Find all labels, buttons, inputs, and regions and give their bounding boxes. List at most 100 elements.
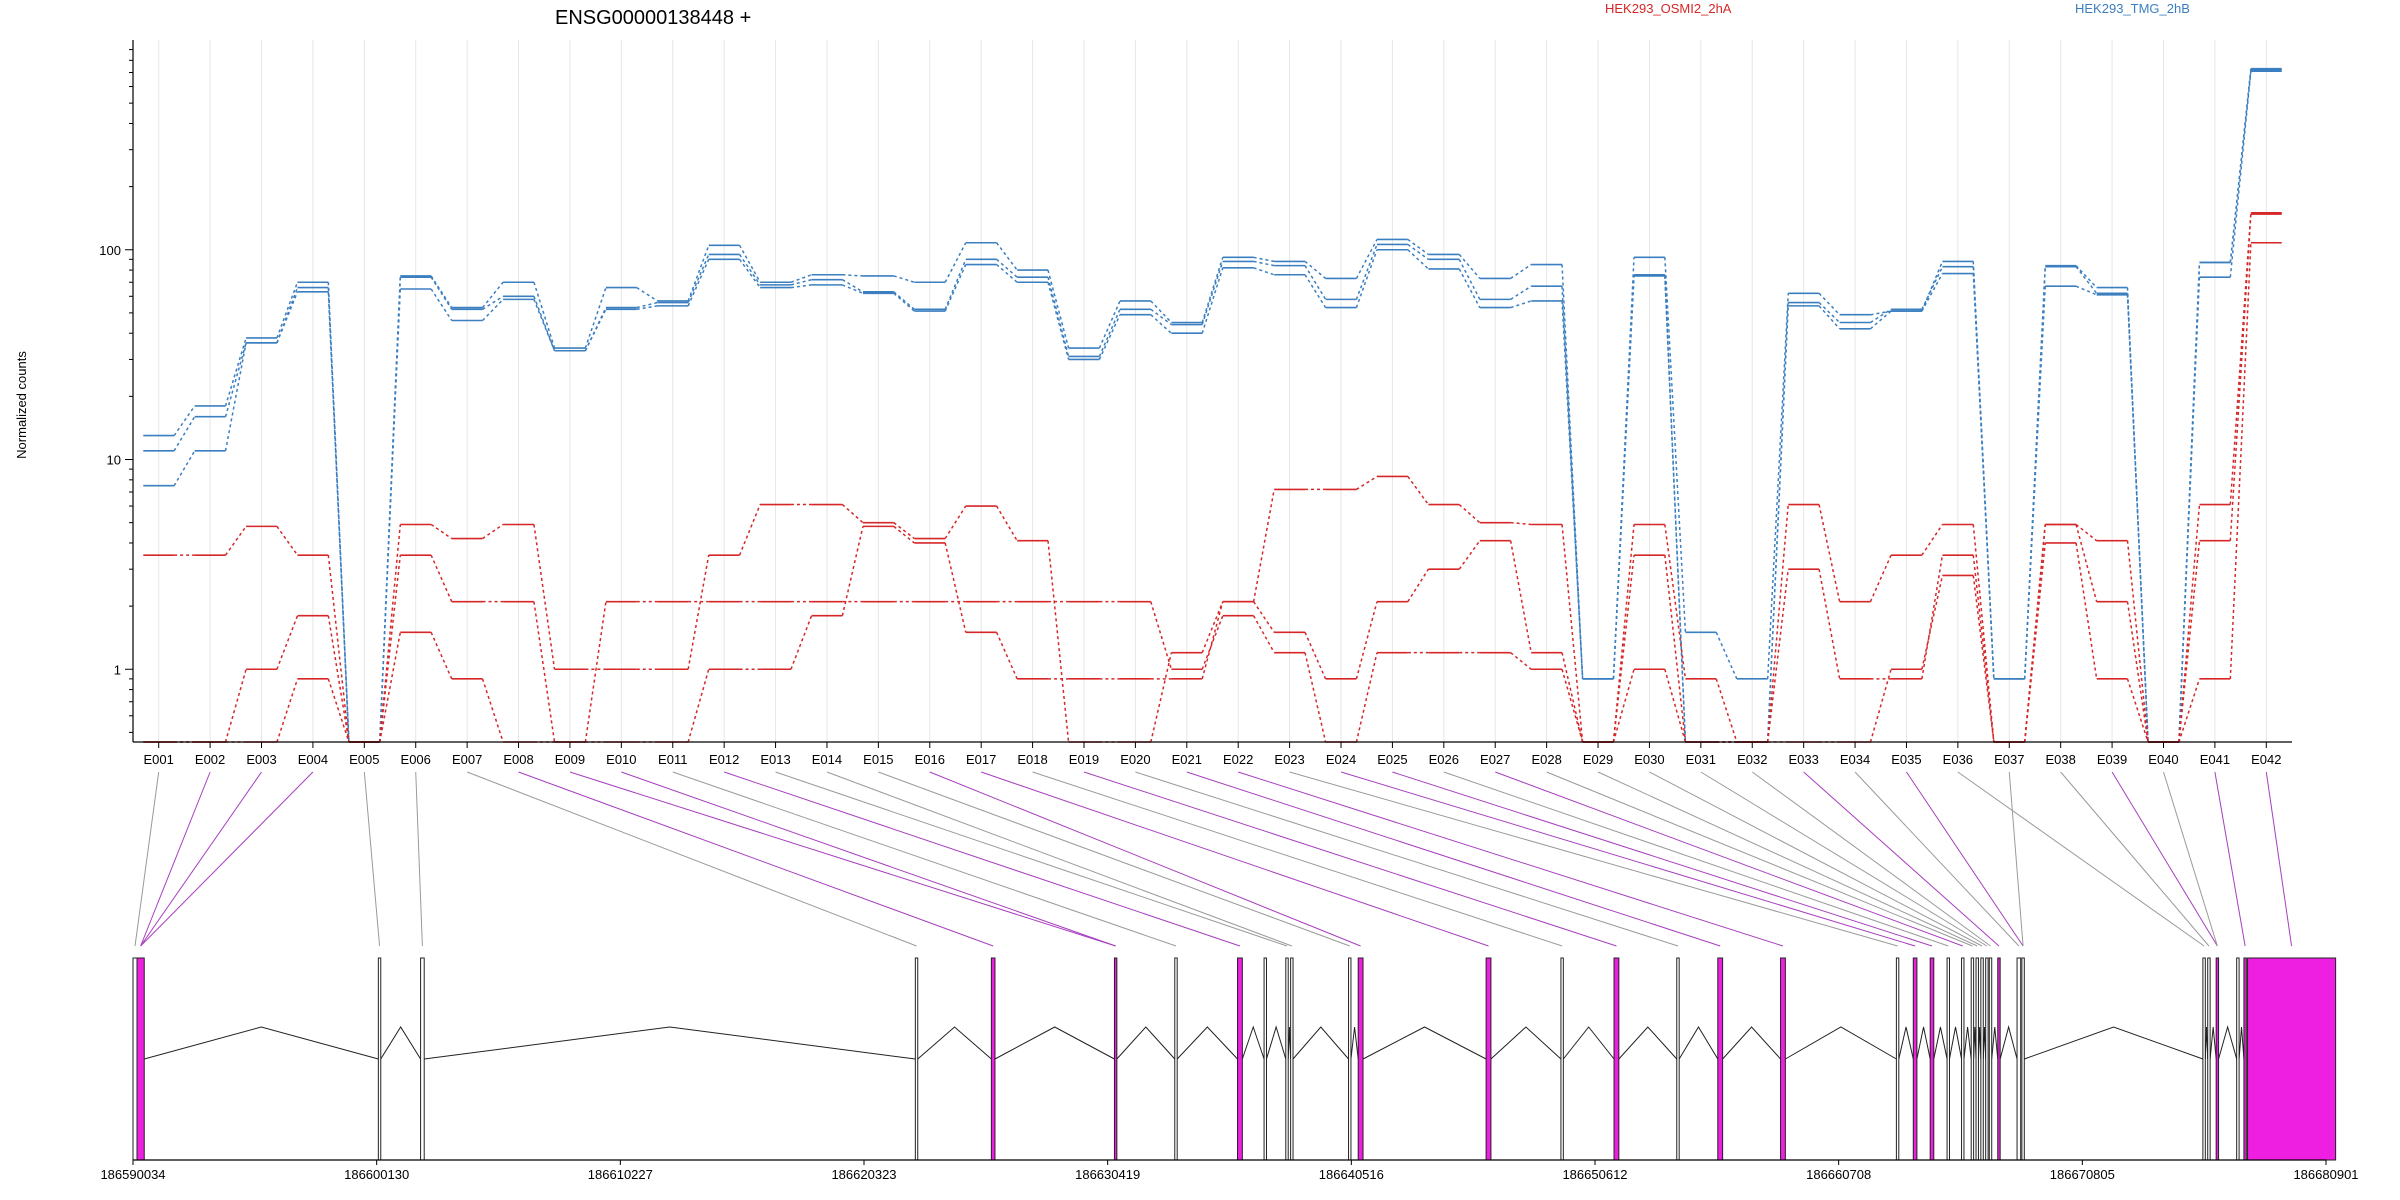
series-connector	[790, 284, 812, 289]
series-connector	[1766, 569, 1789, 743]
exon-box	[914, 957, 919, 1161]
x-tick-label: E015	[863, 752, 893, 767]
intron-arc	[2218, 1025, 2238, 1060]
series-connector	[1612, 275, 1635, 679]
exon-box	[1997, 957, 2001, 1161]
series-connector	[276, 678, 299, 743]
exon-connector	[878, 771, 1350, 947]
series-connector	[1150, 308, 1172, 326]
series-connector	[944, 505, 967, 539]
x-tick-label: E040	[2148, 752, 2178, 767]
series-connector	[1252, 615, 1275, 654]
series-connector	[1510, 652, 1532, 670]
series-connector	[1972, 524, 1995, 743]
series-connector	[2178, 678, 2201, 743]
exon-box	[420, 957, 425, 1161]
intron-arc	[1266, 1025, 1287, 1060]
series-connector	[1098, 309, 1121, 357]
series-connector	[1201, 601, 1224, 653]
series-connector	[276, 615, 299, 670]
exon-connector	[140, 771, 262, 947]
intron-arc	[1562, 1026, 1615, 1060]
exon-box	[1929, 957, 1935, 1161]
series-connector	[996, 258, 1018, 278]
series-connector	[533, 282, 556, 349]
series-connector	[1612, 555, 1635, 743]
exon-connector	[2008, 771, 2024, 947]
intron-arc	[1916, 1026, 1931, 1060]
exon-connector	[1854, 771, 2020, 947]
series-connector	[1766, 293, 1789, 679]
series-connector	[224, 342, 247, 417]
series-connector	[1921, 273, 1944, 312]
x-tick-label: E026	[1429, 752, 1459, 767]
series-connector	[1818, 292, 1841, 316]
x-tick-label: E013	[760, 752, 790, 767]
series-connector	[430, 554, 453, 602]
x-tick-label: E004	[298, 752, 328, 767]
series-connector	[841, 503, 864, 524]
x-tick-label: E022	[1223, 752, 1253, 767]
x-tick-label: E008	[503, 752, 533, 767]
exon-connector	[2163, 771, 2218, 947]
series-connector	[893, 525, 915, 544]
series-connector	[2178, 540, 2201, 743]
exon-connector	[415, 771, 423, 947]
series-connector	[1869, 669, 1892, 743]
series-line	[143, 69, 2282, 743]
genome-tick-label: 186620323	[831, 1167, 896, 1182]
x-tick-label: E036	[1943, 752, 1973, 767]
series-connector	[893, 275, 915, 283]
series-connector	[378, 555, 402, 743]
intron-arc	[1176, 1026, 1238, 1060]
intron-arc	[424, 1026, 916, 1060]
series-connector	[2229, 71, 2252, 278]
series-connector	[2229, 69, 2252, 263]
series-connector	[276, 281, 299, 339]
series-connector	[1252, 489, 1275, 602]
x-tick-label: E041	[2200, 752, 2230, 767]
series-connector	[481, 281, 504, 309]
series-connector	[893, 522, 915, 540]
exon-box	[1174, 957, 1178, 1161]
series-line	[143, 241, 2282, 743]
series-connector	[1150, 314, 1172, 334]
x-tick-label: E003	[246, 752, 276, 767]
series-connector	[1253, 601, 1275, 633]
series-connector	[944, 259, 967, 310]
x-tick-label: E029	[1583, 752, 1613, 767]
series-connector	[1869, 554, 1892, 602]
series-connector	[327, 678, 350, 743]
exon-connector	[1546, 771, 1973, 947]
series-connector	[1047, 269, 1070, 349]
x-tick-label: E002	[195, 752, 225, 767]
exon-connector	[981, 771, 1489, 947]
x-tick-label: E011	[658, 752, 687, 767]
series-connector	[1458, 253, 1481, 279]
series-connector	[687, 245, 710, 302]
genome-tick-label: 186650612	[1562, 1167, 1627, 1182]
series-connector	[430, 288, 453, 321]
genome-tick-label: 186610227	[588, 1167, 653, 1182]
y-tick-label: 1	[114, 662, 121, 677]
exon-box	[1263, 957, 1267, 1161]
series-connector	[995, 505, 1018, 542]
x-tick-label: E032	[1737, 752, 1767, 767]
series-connector	[1664, 257, 1687, 633]
x-tick-label: E037	[1994, 752, 2024, 767]
series-connector	[2075, 523, 2098, 542]
intron-arc	[1362, 1026, 1487, 1060]
exon-box	[1780, 957, 1786, 1161]
series-connector	[738, 504, 761, 556]
x-tick-label: E024	[1326, 752, 1356, 767]
series-connector	[1612, 669, 1635, 743]
series-connector	[533, 601, 556, 743]
exon-connector	[569, 771, 1116, 947]
x-tick-label: E019	[1069, 752, 1099, 767]
series-connector	[224, 669, 247, 743]
series-connector	[842, 284, 864, 294]
axes: 1 10 100 E001 E002 E003 E004 E005 E006 E007 E008 E0…	[99, 40, 2292, 767]
series-connector	[2126, 678, 2149, 743]
exon-box	[2243, 957, 2247, 1161]
series-connector	[1510, 285, 1532, 301]
